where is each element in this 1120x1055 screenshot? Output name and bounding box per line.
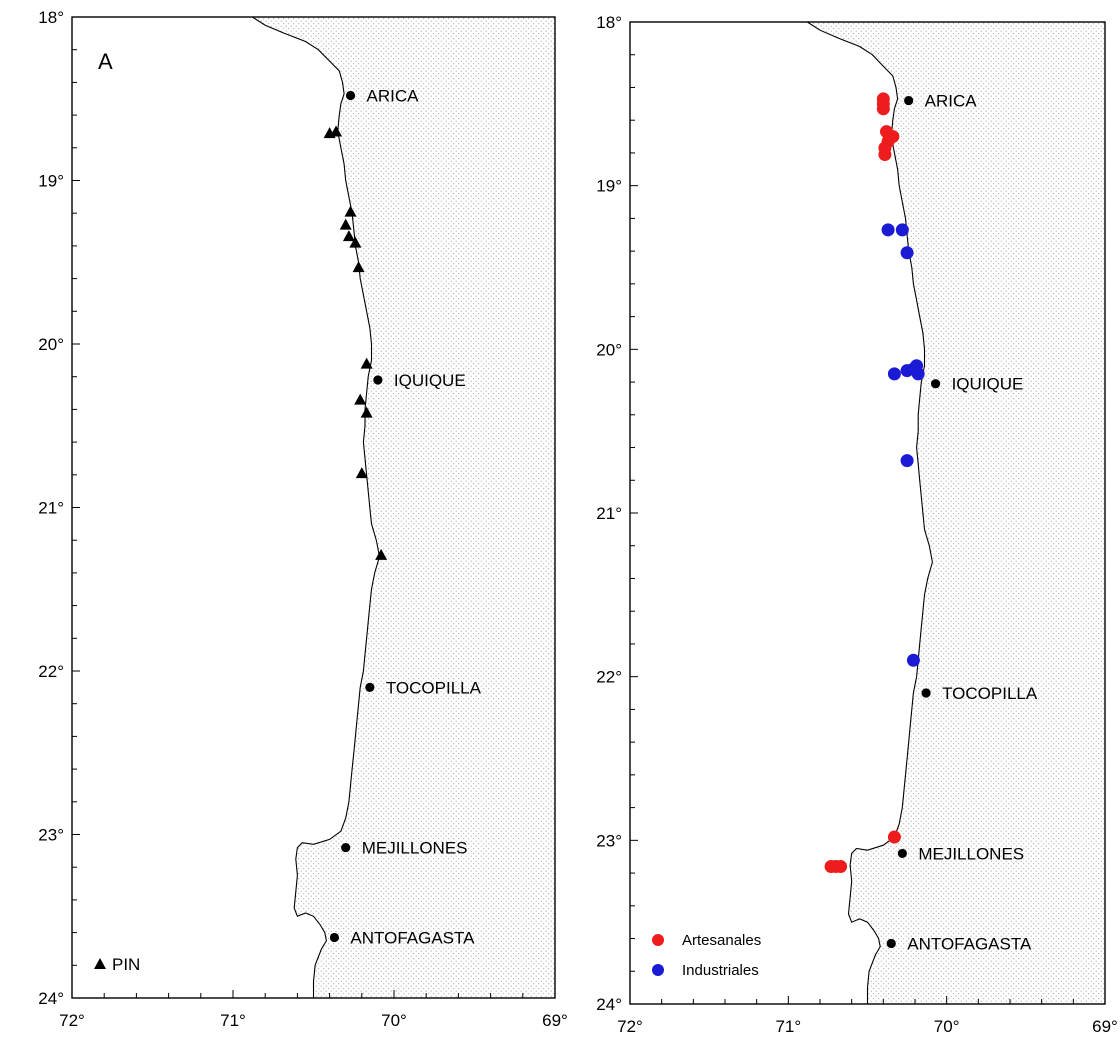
industriales-marker xyxy=(900,364,914,378)
lat-tick-label: 21° xyxy=(38,499,64,518)
artesanales-marker xyxy=(878,148,892,162)
lon-tick-label: 72° xyxy=(617,1017,643,1036)
city-label: TOCOPILLA xyxy=(386,678,482,697)
lon-tick-label: 70° xyxy=(934,1017,960,1036)
map-panel-2: 18° 19° 20° 21° 22° 23° 24° 72° 71° 70° 69° ARICA IQ… xyxy=(596,13,1118,1036)
industriales-marker xyxy=(887,367,901,381)
city-label: IQUIQUE xyxy=(394,371,466,390)
industriales-marker xyxy=(900,246,914,260)
artesanales-marker xyxy=(834,860,848,874)
artesanales-marker xyxy=(887,830,901,844)
coastline xyxy=(252,16,381,998)
city-label: MEJILLONES xyxy=(918,844,1024,863)
pin-marker xyxy=(344,205,357,217)
lat-tick-label: 18° xyxy=(596,13,622,32)
lat-tick-label: 23° xyxy=(596,831,622,850)
ocean-area xyxy=(252,17,556,998)
map-panel-1: 18° 19° 20° 21° 22° 23° 24° 72° 71° 70° 69° A ARICA I… xyxy=(38,8,568,1030)
pin-marker xyxy=(330,125,343,137)
city-dot xyxy=(897,848,907,859)
lon-tick-label: 71° xyxy=(220,1011,246,1030)
pin-marker xyxy=(339,218,352,230)
city-dot xyxy=(373,375,383,385)
pin-marker xyxy=(352,261,365,273)
lat-tick-label: 21° xyxy=(596,504,622,523)
legend-label: Industriales xyxy=(682,962,759,979)
lat-tick-label: 20° xyxy=(38,335,64,354)
pin-marker xyxy=(354,393,367,405)
city-label: MEJILLONES xyxy=(362,839,468,858)
city-dot xyxy=(930,379,941,389)
lon-tick-label: 69° xyxy=(542,1011,568,1030)
lat-tick-label: 19° xyxy=(38,172,64,191)
city-dot xyxy=(904,95,914,106)
legend-circle-icon xyxy=(652,934,664,946)
city-dot xyxy=(341,842,351,853)
legend-circle-icon xyxy=(652,964,664,976)
pin-marker xyxy=(355,467,368,479)
city-dot xyxy=(365,682,375,692)
lat-tick-label: 24° xyxy=(38,989,64,1008)
legend-label: PIN xyxy=(112,955,140,974)
lon-tick-label: 69° xyxy=(1092,1017,1118,1036)
city-label: ARICA xyxy=(367,86,420,105)
industriales-marker xyxy=(911,367,925,381)
industriales-marker xyxy=(900,454,914,468)
coastline xyxy=(807,21,933,1004)
city-label: IQUIQUE xyxy=(952,375,1024,394)
panel-tag: A xyxy=(98,49,113,74)
city-label: ANTOFAGASTA xyxy=(907,934,1032,953)
lat-tick-label: 24° xyxy=(596,995,622,1014)
industriales-marker xyxy=(895,223,909,237)
city-dot xyxy=(329,932,340,943)
city-dot xyxy=(886,938,896,949)
lat-tick-label: 22° xyxy=(38,662,64,681)
lat-tick-label: 20° xyxy=(596,340,622,359)
lon-tick-label: 70° xyxy=(381,1011,407,1030)
city-dot xyxy=(921,688,931,698)
lat-tick-label: 23° xyxy=(38,826,64,845)
industriales-marker xyxy=(906,653,920,667)
lat-tick-label: 19° xyxy=(596,177,622,196)
lat-tick-label: 18° xyxy=(38,8,64,27)
pin-marker xyxy=(342,230,355,242)
city-label: ANTOFAGASTA xyxy=(350,929,475,948)
city-label: TOCOPILLA xyxy=(942,684,1038,703)
ocean-area xyxy=(807,22,1105,1004)
pin-marker xyxy=(349,236,362,248)
pin-marker xyxy=(360,406,373,418)
pin-marker xyxy=(375,548,388,560)
city-dot xyxy=(345,90,356,101)
lon-tick-label: 71° xyxy=(775,1017,801,1036)
industriales-marker xyxy=(881,223,895,237)
lon-tick-label: 72° xyxy=(59,1011,85,1030)
pin-marker xyxy=(360,357,373,369)
lat-tick-label: 22° xyxy=(596,668,622,687)
legend-label: Artesanales xyxy=(682,932,761,949)
city-label: ARICA xyxy=(925,92,978,111)
artesanales-marker xyxy=(876,102,890,116)
legend-triangle-icon xyxy=(94,958,106,969)
